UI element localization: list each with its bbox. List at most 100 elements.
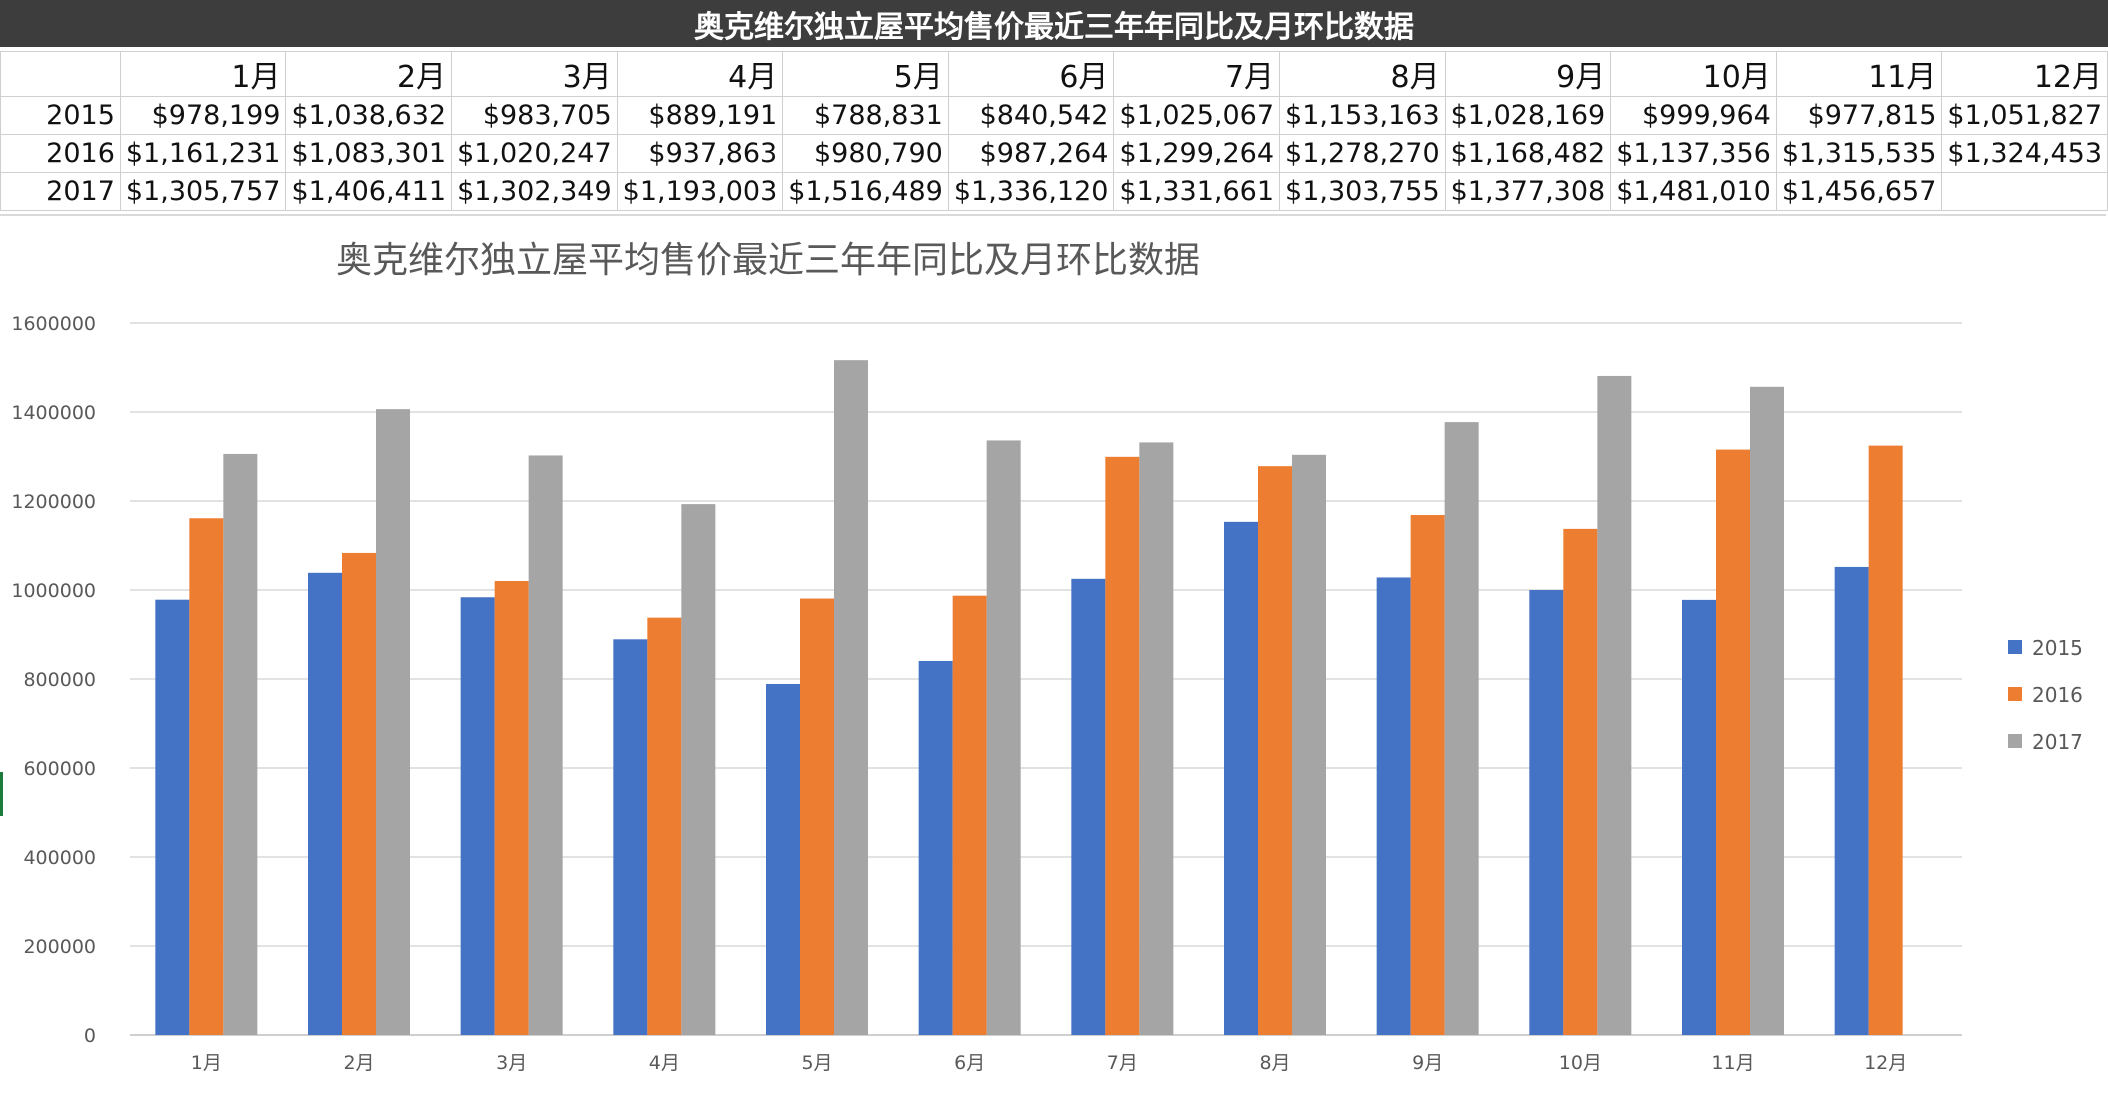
table-cell[interactable]: $1,025,067 <box>1113 96 1281 135</box>
bar-2015-8 <box>1224 521 1258 1035</box>
table-cell[interactable]: $978,199 <box>119 96 287 135</box>
y-tick-label: 600000 <box>23 758 96 780</box>
table-cell[interactable]: $1,305,757 <box>119 172 287 211</box>
table-cell[interactable]: $1,161,231 <box>119 134 287 173</box>
legend-label: 2016 <box>2032 683 2083 707</box>
table-cell[interactable]: $1,020,247 <box>451 134 618 173</box>
table-cell[interactable]: 2016 <box>0 134 121 173</box>
bar-2016-8 <box>1258 466 1292 1035</box>
bar-2017-8 <box>1292 454 1326 1036</box>
table-cell[interactable]: $1,193,003 <box>616 172 784 211</box>
table-header-cell[interactable]: 11月 <box>1775 51 1943 97</box>
x-tick-label: 11月 <box>1711 1052 1754 1074</box>
table-cell[interactable]: $1,456,657 <box>1775 172 1943 211</box>
y-tick-label: 1000000 <box>11 580 96 602</box>
bar-2017-9 <box>1444 422 1479 1036</box>
bar-2015-4 <box>613 639 648 1035</box>
table-header-cell[interactable]: 2月 <box>285 51 453 97</box>
table-cell[interactable]: $1,168,482 <box>1444 134 1612 173</box>
table-cell[interactable]: $1,516,489 <box>782 172 949 211</box>
table-cell[interactable]: $1,028,169 <box>1444 96 1612 135</box>
bar-2016-6 <box>952 595 987 1035</box>
bar-2015-10 <box>1529 590 1564 1035</box>
table-header-cell[interactable]: 8月 <box>1279 51 1446 97</box>
x-tick-label: 9月 <box>1412 1052 1443 1074</box>
bar-2016-4 <box>647 617 682 1035</box>
bar-2017-5 <box>834 360 868 1036</box>
table-cell[interactable]: $1,315,535 <box>1775 134 1943 173</box>
table-header-cell[interactable]: 7月 <box>1113 51 1281 97</box>
bar-2016-2 <box>342 552 376 1035</box>
y-tick-label: 1200000 <box>11 491 96 513</box>
table-cell[interactable]: $1,406,411 <box>285 172 453 211</box>
bar-2015-2 <box>308 572 342 1035</box>
y-tick-label: 1400000 <box>11 402 96 424</box>
legend-swatch-2016 <box>2008 687 2022 701</box>
x-tick-label: 3月 <box>496 1052 527 1074</box>
legend-swatch-2017 <box>2008 734 2022 748</box>
table-cell[interactable]: $1,302,349 <box>451 172 618 211</box>
x-tick-label: 7月 <box>1107 1052 1138 1074</box>
table-cell[interactable]: $1,137,356 <box>1610 134 1777 173</box>
bar-2017-11 <box>1750 386 1784 1036</box>
table-cell[interactable]: $937,863 <box>616 134 784 173</box>
x-tick-label: 6月 <box>954 1052 985 1074</box>
bar-2017-6 <box>986 440 1021 1035</box>
table-cell[interactable]: $1,153,163 <box>1279 96 1446 135</box>
table-cell[interactable]: $1,377,308 <box>1444 172 1612 211</box>
bar-2016-5 <box>800 598 834 1035</box>
bar-2017-3 <box>528 455 563 1035</box>
x-tick-label: 10月 <box>1559 1052 1602 1074</box>
chart-title: 奥克维尔独立屋平均售价最近三年年同比及月环比数据 <box>336 240 1200 281</box>
table-cell[interactable]: $1,051,827 <box>1941 96 2108 135</box>
bar-2016-9 <box>1410 515 1445 1035</box>
bar-2017-4 <box>681 504 716 1036</box>
sheet-title: 奥克维尔独立屋平均售价最近三年年同比及月环比数据 <box>0 0 2108 47</box>
bar-2015-12 <box>1834 566 1869 1035</box>
table-cell[interactable]: 2017 <box>0 172 121 211</box>
x-tick-label: 4月 <box>649 1052 680 1074</box>
table-cell[interactable]: $980,790 <box>782 134 949 173</box>
table-row: 2017 $1,305,757 $1,406,411 $1,302,349 $1,193… <box>0 172 2108 211</box>
table-header-cell[interactable]: 6月 <box>947 51 1115 97</box>
table-cell[interactable]: $840,542 <box>947 96 1115 135</box>
legend-label: 2017 <box>2032 730 2083 754</box>
table-header-cell[interactable] <box>0 51 121 97</box>
table-cell[interactable]: $889,191 <box>616 96 784 135</box>
table-cell[interactable]: $1,331,661 <box>1113 172 1281 211</box>
bar-2015-7 <box>1071 578 1106 1035</box>
bar-2015-11 <box>1682 599 1716 1035</box>
table-header-cell[interactable]: 3月 <box>451 51 618 97</box>
table-cell[interactable]: $987,264 <box>947 134 1115 173</box>
table-cell[interactable]: $1,324,453 <box>1941 134 2108 173</box>
table-cell[interactable]: $1,083,301 <box>285 134 453 173</box>
table-cell[interactable]: $1,336,120 <box>947 172 1115 211</box>
chart-area <box>0 214 2106 1094</box>
table-cell[interactable] <box>1941 172 2108 211</box>
table-cell[interactable]: $983,705 <box>451 96 618 135</box>
y-tick-label: 1600000 <box>11 313 96 335</box>
table-header-cell[interactable]: 5月 <box>782 51 949 97</box>
table-header-cell[interactable]: 10月 <box>1610 51 1777 97</box>
table-cell[interactable]: 2015 <box>0 96 121 135</box>
table-cell[interactable]: $1,038,632 <box>285 96 453 135</box>
bar-2016-10 <box>1563 528 1598 1035</box>
x-tick-label: 1月 <box>191 1052 222 1074</box>
table-cell[interactable]: $1,481,010 <box>1610 172 1777 211</box>
x-tick-label: 12月 <box>1864 1052 1907 1074</box>
bar-2016-3 <box>494 580 529 1035</box>
x-tick-label: 5月 <box>801 1052 832 1074</box>
selection-marker <box>0 772 3 816</box>
x-tick-label: 2月 <box>343 1052 374 1074</box>
bar-2017-7 <box>1139 442 1174 1035</box>
table-header-cell[interactable]: 4月 <box>616 51 784 97</box>
bar-2015-5 <box>766 683 800 1035</box>
table-cell[interactable]: $999,964 <box>1610 96 1777 135</box>
legend-swatch-2015 <box>2008 640 2022 654</box>
table-cell[interactable]: $977,815 <box>1775 96 1943 135</box>
bar-2016-12 <box>1868 445 1903 1035</box>
table-header-cell[interactable]: 9月 <box>1444 51 1612 97</box>
table-cell[interactable]: $788,831 <box>782 96 949 135</box>
table-cell[interactable]: $1,303,755 <box>1279 172 1446 211</box>
